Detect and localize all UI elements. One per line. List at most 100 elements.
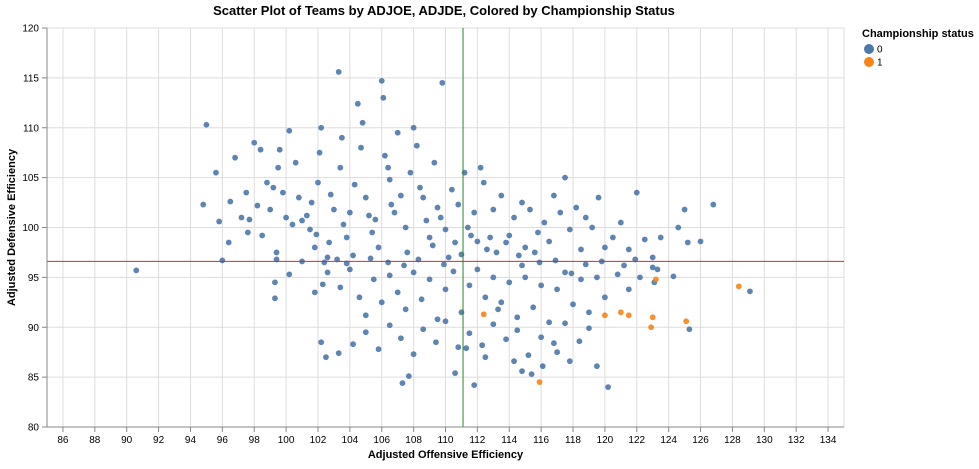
point-status-0[interactable]	[531, 249, 538, 256]
point-status-0[interactable]	[602, 294, 608, 301]
point-status-0[interactable]	[386, 176, 393, 183]
point-status-0[interactable]	[442, 286, 449, 293]
point-status-0[interactable]	[334, 256, 341, 263]
point-status-0[interactable]	[327, 191, 334, 198]
point-status-0[interactable]	[452, 370, 458, 377]
point-status-0[interactable]	[362, 329, 369, 336]
point-status-0[interactable]	[554, 286, 560, 293]
point-status-0[interactable]	[514, 314, 521, 321]
point-status-0[interactable]	[437, 214, 444, 221]
point-status-0[interactable]	[386, 322, 393, 329]
point-status-0[interactable]	[313, 231, 320, 238]
point-status-0[interactable]	[415, 256, 422, 263]
point-status-0[interactable]	[550, 340, 557, 347]
point-status-0[interactable]	[546, 238, 553, 245]
point-status-0[interactable]	[519, 368, 525, 375]
point-status-0[interactable]	[468, 232, 474, 239]
point-status-0[interactable]	[535, 229, 541, 236]
point-status-0[interactable]	[487, 234, 494, 241]
point-status-0[interactable]	[359, 119, 366, 126]
point-status-0[interactable]	[410, 351, 417, 358]
point-status-0[interactable]	[625, 286, 632, 293]
point-status-0[interactable]	[474, 238, 481, 245]
point-status-0[interactable]	[633, 189, 640, 196]
point-status-0[interactable]	[308, 199, 315, 206]
point-status-0[interactable]	[649, 264, 656, 271]
point-status-0[interactable]	[573, 204, 580, 211]
point-status-0[interactable]	[375, 244, 382, 251]
point-status-0[interactable]	[286, 127, 293, 134]
point-status-0[interactable]	[319, 281, 326, 288]
point-status-0[interactable]	[519, 199, 525, 206]
point-status-0[interactable]	[272, 279, 278, 286]
point-status-0[interactable]	[272, 295, 278, 302]
point-status-0[interactable]	[356, 294, 363, 301]
point-status-0[interactable]	[586, 325, 592, 332]
point-status-0[interactable]	[471, 382, 478, 389]
point-status-0[interactable]	[625, 246, 632, 253]
point-status-0[interactable]	[463, 345, 470, 352]
point-status-0[interactable]	[710, 201, 717, 208]
point-status-0[interactable]	[324, 254, 331, 261]
point-status-0[interactable]	[276, 146, 283, 153]
point-status-0[interactable]	[295, 194, 302, 201]
point-status-0[interactable]	[200, 201, 207, 208]
point-status-0[interactable]	[213, 169, 219, 176]
point-status-0[interactable]	[562, 320, 568, 327]
point-status-0[interactable]	[479, 342, 486, 349]
point-status-0[interactable]	[346, 209, 353, 216]
point-status-0[interactable]	[343, 234, 350, 241]
point-status-0[interactable]	[554, 349, 560, 356]
point-status-0[interactable]	[632, 256, 639, 263]
point-status-0[interactable]	[562, 269, 568, 276]
point-status-0[interactable]	[538, 282, 545, 289]
point-status-0[interactable]	[397, 335, 404, 342]
point-status-0[interactable]	[315, 179, 321, 186]
point-status-0[interactable]	[337, 284, 344, 291]
point-status-0[interactable]	[257, 146, 264, 153]
point-status-0[interactable]	[490, 321, 497, 328]
point-status-0[interactable]	[219, 257, 226, 264]
point-status-0[interactable]	[386, 272, 393, 279]
point-status-0[interactable]	[433, 339, 439, 346]
point-status-0[interactable]	[380, 94, 387, 101]
point-status-0[interactable]	[391, 209, 398, 216]
point-status-0[interactable]	[338, 134, 345, 141]
point-status-0[interactable]	[369, 229, 376, 236]
point-status-1[interactable]	[617, 309, 624, 316]
point-status-0[interactable]	[546, 319, 553, 326]
point-status-0[interactable]	[388, 201, 395, 208]
point-status-0[interactable]	[375, 346, 382, 353]
point-status-0[interactable]	[582, 261, 589, 268]
point-status-1[interactable]	[683, 318, 690, 325]
point-status-0[interactable]	[511, 214, 517, 221]
point-status-0[interactable]	[464, 224, 471, 231]
point-status-0[interactable]	[417, 184, 423, 191]
point-status-0[interactable]	[292, 159, 299, 166]
point-status-0[interactable]	[307, 226, 313, 233]
point-status-0[interactable]	[385, 259, 392, 266]
point-status-0[interactable]	[133, 267, 140, 274]
point-status-0[interactable]	[686, 326, 693, 333]
point-status-0[interactable]	[321, 259, 328, 266]
point-status-0[interactable]	[452, 239, 458, 246]
point-status-0[interactable]	[370, 276, 377, 283]
point-status-0[interactable]	[589, 224, 596, 231]
point-status-0[interactable]	[418, 296, 425, 303]
point-status-0[interactable]	[552, 257, 559, 264]
point-status-0[interactable]	[394, 289, 401, 296]
point-status-0[interactable]	[254, 202, 261, 209]
point-status-0[interactable]	[434, 204, 441, 211]
point-status-0[interactable]	[536, 259, 543, 266]
point-status-0[interactable]	[506, 279, 513, 286]
point-status-0[interactable]	[550, 192, 557, 199]
point-status-0[interactable]	[684, 239, 691, 246]
point-status-0[interactable]	[382, 152, 388, 159]
point-status-0[interactable]	[490, 206, 497, 213]
point-status-0[interactable]	[441, 261, 447, 268]
point-status-0[interactable]	[566, 358, 573, 365]
point-status-0[interactable]	[455, 201, 462, 208]
point-status-0[interactable]	[244, 229, 251, 236]
point-status-0[interactable]	[337, 164, 344, 171]
point-status-0[interactable]	[474, 266, 481, 273]
